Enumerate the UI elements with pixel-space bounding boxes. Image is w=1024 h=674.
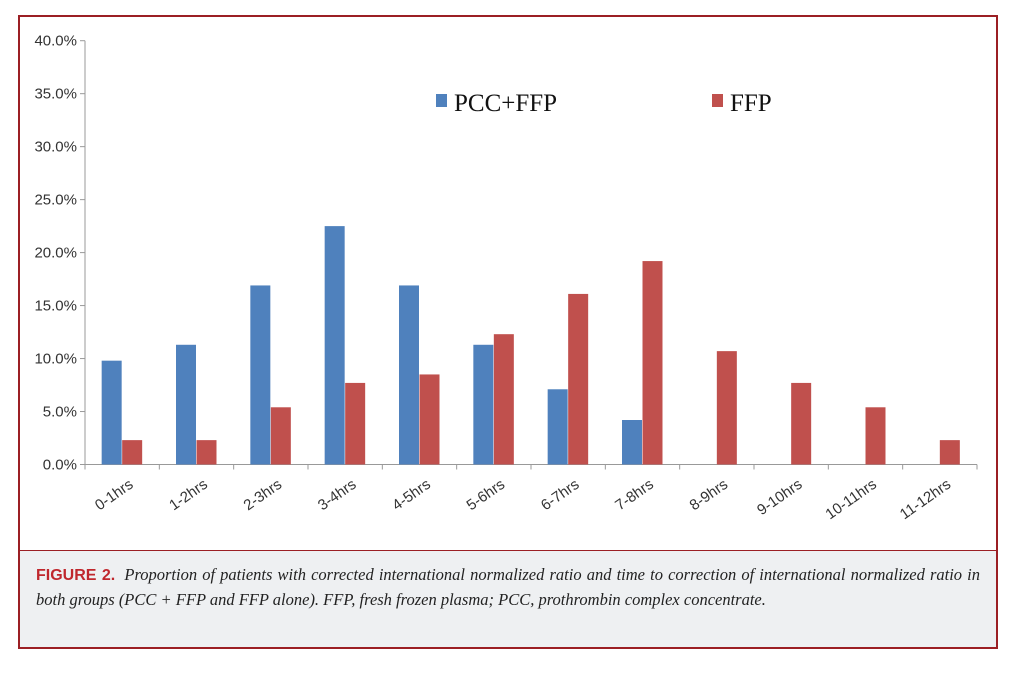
x-tick-label: 5-6hrs	[464, 476, 509, 514]
bar-ffp	[122, 440, 143, 465]
legend-swatch	[436, 94, 447, 107]
bar-ffp	[345, 382, 366, 465]
x-tick-label: 1-2hrs	[166, 476, 211, 514]
y-tick-label: 25.0%	[34, 192, 77, 209]
x-tick-label: 9-10hrs	[754, 476, 805, 519]
bar-ffp	[270, 407, 291, 465]
y-tick-label: 0.0%	[43, 457, 77, 474]
x-tick-label: 6-7hrs	[538, 476, 583, 514]
y-tick-label: 30.0%	[34, 139, 77, 156]
y-tick-label: 5.0%	[43, 404, 77, 421]
bar-ffp	[716, 351, 737, 465]
x-tick-label: 11-12hrs	[897, 476, 954, 523]
bar-pcc-ffp	[473, 344, 494, 465]
bar-pcc-ffp	[250, 285, 271, 465]
bar-ffp	[791, 382, 812, 465]
x-tick-label: 0-1hrs	[92, 476, 137, 514]
x-tick-label: 2-3hrs	[241, 476, 286, 514]
figure-frame	[18, 15, 998, 649]
bar-pcc-ffp	[399, 285, 419, 465]
bar-ffp	[568, 293, 589, 465]
bar-ffp	[939, 440, 960, 465]
y-tick-label: 15.0%	[34, 298, 77, 315]
y-tick-label: 10.0%	[34, 351, 77, 368]
bar-pcc-ffp	[547, 389, 568, 465]
caption-label: FIGURE 2.	[36, 567, 116, 584]
legend-swatch	[712, 94, 723, 107]
x-tick-label: 10-11hrs	[822, 476, 879, 523]
bar-ffp	[865, 407, 886, 465]
bar-pcc-ffp	[176, 344, 196, 465]
bar-ffp	[419, 374, 440, 465]
legend-label: FFP	[730, 90, 772, 117]
bar-chart: 0.0% 5.0% 10.0% 15.0% 20.0% 25.0% 30.0% 35.0% 40…	[34, 33, 978, 523]
bar-pcc-ffp	[324, 226, 345, 465]
bar-ffp	[196, 440, 217, 465]
y-tick-label: 40.0%	[34, 33, 77, 50]
figure-caption: FIGURE 2. Proportion of patients with co…	[20, 550, 996, 647]
legend-label: PCC+FFP	[454, 90, 557, 117]
y-tick-label: 35.0%	[34, 86, 77, 103]
bar-ffp	[642, 261, 663, 465]
x-tick-label: 4-5hrs	[389, 476, 434, 514]
bar-pcc-ffp	[101, 360, 122, 465]
caption-text: Proportion of patients with corrected in…	[36, 565, 980, 609]
y-tick-label: 20.0%	[34, 245, 77, 262]
x-tick-label: 3-4hrs	[315, 476, 360, 514]
x-tick-label: 8-9hrs	[687, 476, 732, 514]
x-tick-label: 7-8hrs	[612, 476, 657, 514]
bar-ffp	[493, 334, 514, 465]
bar-pcc-ffp	[622, 420, 642, 465]
